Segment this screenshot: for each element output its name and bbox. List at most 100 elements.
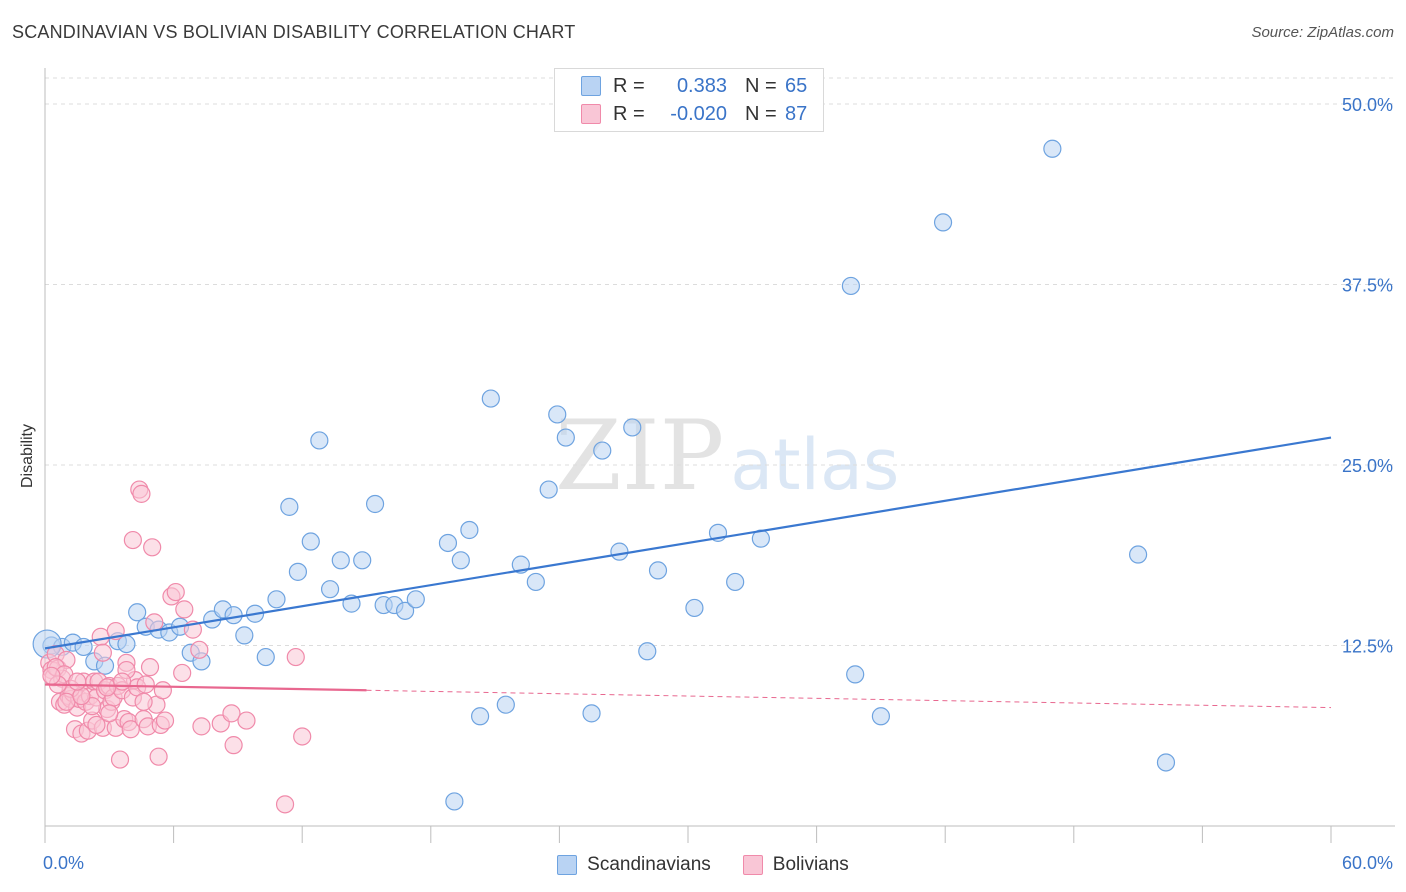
bolivian-point <box>134 692 153 711</box>
bolivian-point <box>153 681 172 700</box>
scandinavian-point <box>846 665 865 684</box>
scandinavian-point <box>288 562 308 581</box>
bolivian-point <box>100 704 119 723</box>
bolivian-point <box>192 717 211 736</box>
scandinavian-point <box>685 598 704 618</box>
bolivian-point <box>222 704 241 723</box>
scandinavian-point <box>582 704 601 723</box>
scandinavian-point <box>310 431 329 450</box>
y-tick-label: 50.0% <box>1342 95 1393 115</box>
legend-swatch-bolivians <box>581 104 601 124</box>
bolivian-point <box>93 643 112 662</box>
scandinavian-point <box>1156 753 1176 772</box>
scandinavian-point <box>556 428 575 447</box>
bolivian-point <box>68 672 87 691</box>
bolivian-point <box>175 600 194 619</box>
scandinavian-point <box>1043 139 1062 158</box>
legend-swatch-scandinavians <box>581 76 601 96</box>
scandinavian-point <box>235 626 254 645</box>
bolivian-point <box>190 640 209 659</box>
bolivian-point <box>42 666 61 685</box>
scandinavian-point <box>365 494 385 514</box>
scandinavian-point <box>841 276 860 296</box>
bolivian-point <box>224 736 243 755</box>
legend-n-value: 65 <box>785 74 808 97</box>
correlation-legend: R = 0.383 N = 65 R = -0.020 N = 87 <box>554 68 824 132</box>
bolivian-point <box>155 711 175 730</box>
scandinavian-point <box>395 601 415 620</box>
legend-row-scandinavians: R = 0.383 N = 65 <box>555 72 807 100</box>
scandinavian-point <box>445 792 464 811</box>
scandinavian-point <box>593 441 612 460</box>
legend-item-bolivians[interactable]: Bolivians <box>742 854 849 876</box>
scandinavian-point <box>496 695 515 714</box>
y-tick-label: 12.5% <box>1342 636 1393 656</box>
scandinavian-point <box>256 647 275 667</box>
legend-r-label: R = <box>613 102 645 125</box>
bolivian-point <box>286 647 305 667</box>
legend-r-value: -0.020 <box>670 102 727 125</box>
bolivian-point <box>132 484 151 503</box>
legend-row-bolivians: R = -0.020 N = 87 <box>555 100 807 128</box>
scandinavian-point <box>638 642 657 661</box>
series-legend: Scandinavians Bolivians <box>0 852 1406 878</box>
scandinavian-point <box>648 561 668 580</box>
legend-swatch-scandinavians <box>557 855 578 875</box>
scandinavian-point <box>224 606 243 625</box>
scandinavian-point <box>610 542 629 561</box>
bolivian-point <box>87 715 106 735</box>
legend-r-label: R = <box>613 74 645 97</box>
scandinavian-point <box>331 551 350 570</box>
scandinavian-point <box>470 707 490 726</box>
scandinavian-point <box>460 520 479 540</box>
scandinavian-point <box>526 572 545 592</box>
bolivian-point <box>113 672 132 691</box>
legend-n-value: 87 <box>785 102 808 125</box>
bolivian-point <box>136 675 155 694</box>
x-tick-label-max: 60.0% <box>1342 853 1393 873</box>
legend-item-scandinavians[interactable]: Scandinavians <box>557 854 711 876</box>
scandinavian-point <box>353 551 372 570</box>
bolivian-point <box>173 663 192 683</box>
legend-n-label: N = <box>745 74 777 97</box>
legend-label-scandinavians: Scandinavians <box>587 854 711 875</box>
scandinavian-point <box>539 480 558 499</box>
bolivian-point <box>275 795 295 814</box>
y-tick-label: 37.5% <box>1342 275 1393 295</box>
bolivian-point <box>121 720 140 739</box>
bolivian-point <box>110 750 130 769</box>
scandinavian-point <box>548 405 567 424</box>
chart-title: SCANDINAVIAN VS BOLIVIAN DISABILITY CORR… <box>12 22 576 42</box>
bolivian-point <box>140 658 160 677</box>
scandinavian-point <box>871 707 891 726</box>
bolivian-point <box>123 530 142 550</box>
x-tick-label-min: 0.0% <box>43 853 84 873</box>
scandinavian-point <box>320 580 340 599</box>
scandinavian-point <box>301 532 320 551</box>
scandinavian-point <box>726 572 745 592</box>
bolivian-point <box>293 727 312 746</box>
bolivian-point <box>166 582 185 602</box>
scandinavian-point <box>933 213 953 232</box>
scandinavian-trend-line <box>44 436 1332 650</box>
scandinavian-point <box>1128 545 1148 564</box>
bolivian-point <box>237 711 256 730</box>
source-label: Source: ZipAtlas.com <box>1251 24 1394 41</box>
bolivian-point <box>145 613 164 632</box>
scandinavian-point <box>481 389 500 408</box>
scandinavian-point <box>623 418 642 437</box>
bolivian-trend-line <box>44 683 367 692</box>
y-tick-label: 25.0% <box>1342 456 1393 476</box>
scandinavian-point <box>451 551 470 570</box>
legend-swatch-bolivians <box>742 855 763 875</box>
legend-label-bolivians: Bolivians <box>772 854 849 875</box>
legend-r-value: 0.383 <box>676 74 727 97</box>
bolivian-point <box>149 747 168 766</box>
scandinavian-point <box>280 497 299 516</box>
scandinavian-point <box>406 590 425 609</box>
scandinavian-point <box>267 590 286 609</box>
bolivian-point <box>143 538 162 557</box>
bolivian-trend-extension <box>366 689 1332 709</box>
legend-n-label: N = <box>745 102 777 125</box>
